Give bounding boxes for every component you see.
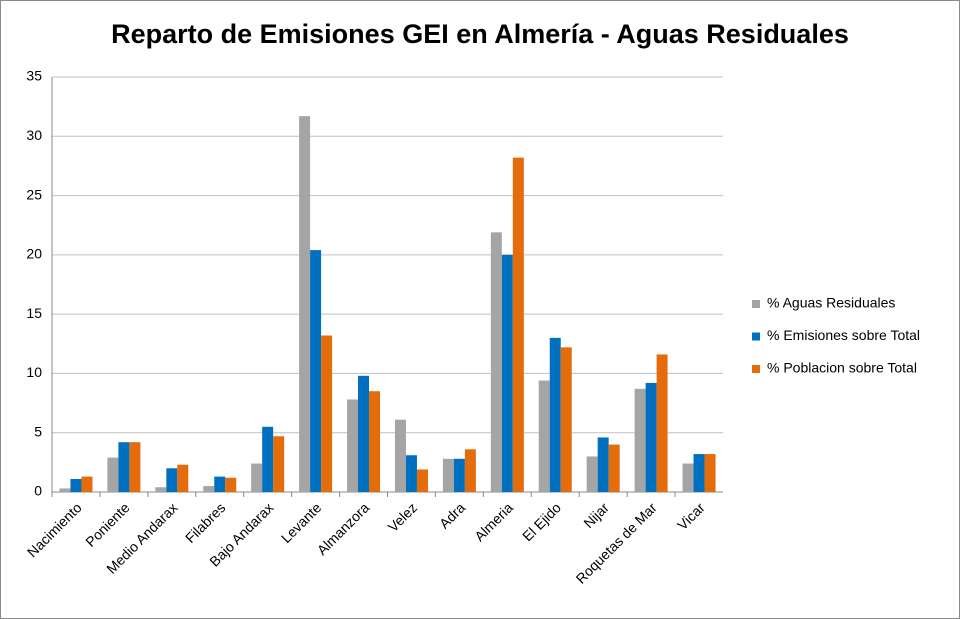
bar — [682, 463, 694, 492]
bar — [310, 250, 322, 492]
bar — [645, 382, 657, 492]
legend-swatch — [752, 332, 760, 341]
bar — [586, 456, 598, 492]
bar — [693, 454, 705, 492]
y-tick-label: 15 — [26, 305, 42, 321]
bar — [59, 488, 71, 492]
bar — [118, 442, 130, 492]
bar — [177, 464, 189, 492]
bar — [464, 449, 476, 492]
y-tick-label: 10 — [26, 364, 42, 380]
bar — [442, 458, 454, 492]
bar — [608, 444, 620, 492]
bar — [704, 454, 716, 492]
bar — [129, 442, 141, 492]
bar — [394, 419, 406, 492]
bar — [225, 477, 237, 492]
y-tick-label: 35 — [26, 68, 42, 84]
bar — [490, 232, 502, 493]
bar — [597, 437, 609, 492]
legend-swatch — [752, 300, 760, 308]
bar — [501, 254, 513, 492]
bar — [155, 487, 167, 492]
legend-label: % Aguas Residuales — [767, 295, 895, 311]
legend-swatch — [752, 365, 760, 373]
bar — [262, 426, 274, 492]
legend-label: % Poblacion sobre Total — [767, 360, 917, 376]
bar — [549, 337, 561, 492]
y-tick-label: 20 — [26, 246, 42, 262]
bar — [107, 457, 119, 492]
bar — [560, 347, 572, 492]
chart-title: Reparto de Emisiones GEI en Almería - Ag… — [111, 19, 849, 49]
bar — [214, 476, 226, 492]
bar — [634, 388, 646, 492]
y-tick-label: 30 — [26, 127, 42, 143]
bar — [251, 463, 263, 492]
y-tick-label: 5 — [34, 423, 42, 439]
bar — [81, 476, 93, 492]
bar — [273, 436, 285, 492]
bar — [405, 455, 417, 492]
bar — [166, 468, 178, 492]
bar — [347, 399, 359, 492]
bar — [358, 375, 370, 492]
legend-label: % Emisiones sobre Total — [767, 327, 920, 343]
bar — [538, 380, 550, 492]
bar — [656, 354, 668, 492]
y-tick-label: 25 — [26, 186, 42, 202]
bar — [453, 458, 465, 492]
bar — [321, 335, 333, 492]
y-tick-label: 0 — [34, 483, 42, 499]
bar — [369, 391, 381, 492]
bar — [416, 469, 428, 492]
bar — [203, 486, 215, 492]
bar — [70, 478, 82, 492]
bar — [299, 116, 311, 492]
bar — [512, 157, 524, 492]
